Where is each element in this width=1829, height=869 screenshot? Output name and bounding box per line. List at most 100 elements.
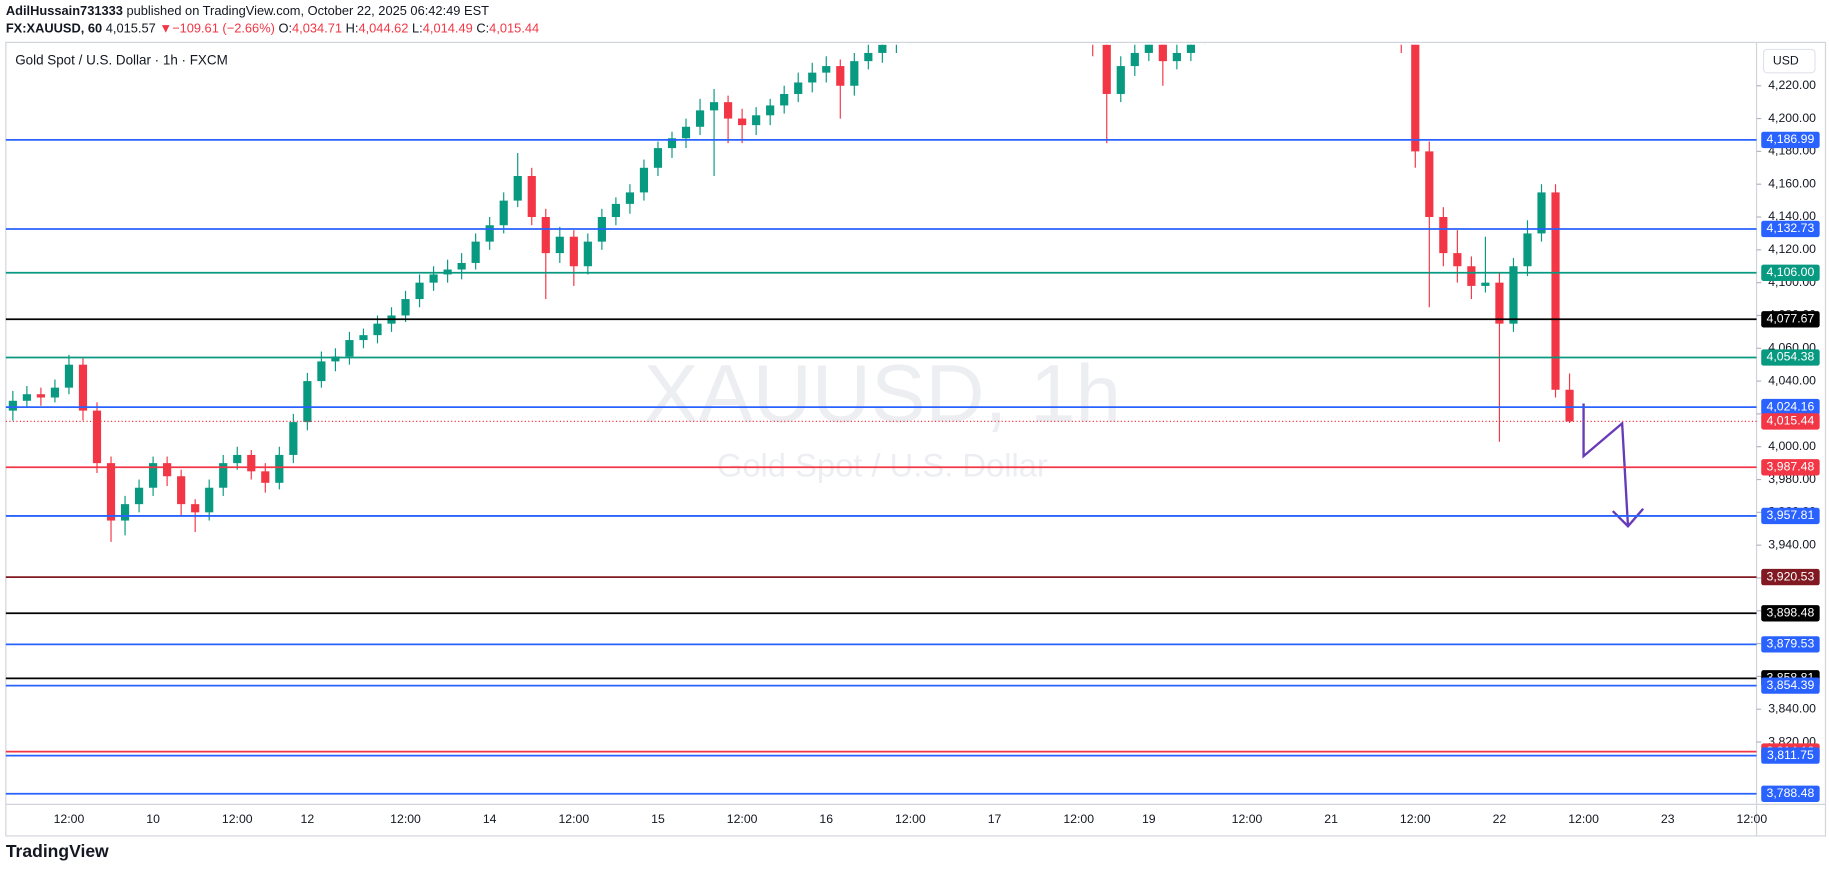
candle-body	[1509, 266, 1518, 324]
candle-body	[191, 504, 200, 513]
level-label-box	[1761, 636, 1820, 653]
level-label: 4,054.38	[1767, 350, 1815, 364]
candle-body	[808, 72, 817, 83]
logo: TradingView	[6, 841, 109, 861]
candle-body	[247, 454, 256, 472]
candle-body	[752, 115, 761, 126]
candle-body	[373, 323, 382, 336]
level-label-box	[1761, 220, 1820, 238]
o-value: 4,034.71	[292, 21, 342, 36]
candle-body	[134, 487, 144, 505]
candle-body	[1130, 52, 1139, 67]
x-tick-label: 10	[146, 812, 160, 826]
candle-body	[1116, 66, 1125, 94]
candle-body	[1425, 151, 1434, 218]
candle-body	[219, 463, 228, 488]
candle-body	[555, 236, 564, 254]
header-quote: FX:XAUUSD, 60 4,015.57 ▼−109.61 (−2.66%)…	[6, 21, 539, 36]
symbol: FX:XAUUSD, 60	[6, 21, 102, 36]
level-label-box	[1761, 605, 1820, 622]
x-tick-label: 12:00	[1232, 812, 1263, 826]
candle-body	[1537, 192, 1546, 234]
level-label-box	[1761, 459, 1820, 476]
candle-body	[275, 454, 284, 483]
candle-body	[92, 410, 102, 464]
level-label: 3,898.48	[1767, 606, 1815, 620]
level-label-box	[1761, 398, 1820, 416]
x-tick-label: 16	[819, 812, 833, 826]
candle-body	[415, 282, 424, 300]
watermark: XAUUSD, 1h	[644, 349, 1121, 440]
candle-body	[1186, 44, 1195, 53]
y-tick-label: 4,040.00	[1768, 373, 1816, 387]
watermark-subtitle: Gold Spot / U.S. Dollar	[717, 446, 1048, 483]
x-tick-label: 12:00	[390, 812, 421, 826]
level-label: 4,186.99	[1767, 132, 1815, 146]
level-label-box	[1761, 785, 1820, 802]
candle-body	[920, 12, 928, 28]
candle-body	[163, 463, 172, 477]
candle-body	[401, 299, 410, 316]
candle-body	[681, 126, 691, 139]
candle-body	[906, 28, 914, 36]
level-label-box	[1761, 747, 1820, 764]
candle-body	[1411, 44, 1420, 152]
candle-body	[64, 364, 74, 388]
x-tick-label: 12:00	[895, 812, 926, 826]
h-label: H:	[346, 21, 359, 36]
candle-body	[50, 387, 60, 398]
level-label: 3,811.75	[1767, 748, 1814, 762]
level-label: 4,106.00	[1767, 265, 1815, 279]
candle-body	[724, 102, 733, 119]
candle-body	[1075, 4, 1083, 20]
candle-body	[1397, 0, 1405, 37]
level-label-box	[1761, 568, 1820, 586]
candle-body	[233, 454, 242, 464]
level-label-box	[1761, 311, 1820, 328]
candle-body	[513, 175, 522, 201]
pane-frame	[5, 41, 1827, 837]
candle-body	[1523, 233, 1532, 267]
candle-body	[1467, 266, 1476, 286]
candle-body	[317, 361, 326, 382]
change-arrow: ▼	[159, 21, 172, 36]
level-label: 3,788.48	[1767, 786, 1815, 800]
candle-body	[1089, 20, 1097, 45]
candle-body	[205, 487, 214, 513]
candle-body	[625, 192, 635, 204]
candle-body	[359, 335, 368, 341]
candle-body	[892, 37, 900, 45]
candle-body	[1439, 217, 1448, 254]
level-label-box	[1761, 413, 1820, 430]
l-value: 4,014.49	[423, 21, 473, 36]
h-value: 4,044.62	[358, 21, 408, 36]
candle-body	[822, 66, 831, 73]
candle-body	[429, 274, 438, 283]
candle-body	[738, 118, 747, 126]
candle-body	[1201, 12, 1209, 37]
y-tick-label: 4,140.00	[1768, 209, 1816, 223]
level-label: 4,077.67	[1767, 312, 1815, 326]
candle-body	[667, 138, 677, 149]
y-tick-label: 4,160.00	[1768, 176, 1816, 190]
candle-body	[541, 217, 550, 254]
x-tick-label: 15	[651, 812, 665, 826]
x-tick-label: 12:00	[558, 812, 589, 826]
projection-arrow	[1582, 403, 1630, 527]
change: −109.61 (−2.66%)	[172, 21, 275, 36]
candle-body	[1551, 192, 1560, 390]
candle-body	[780, 93, 789, 106]
candle-body	[934, 0, 942, 12]
candle-body	[1215, 0, 1223, 12]
candle-body	[583, 241, 592, 267]
x-tick-label: 12:00	[727, 812, 758, 826]
level-label-box	[1761, 507, 1820, 525]
candle-body	[653, 148, 663, 168]
level-label: 3,854.39	[1767, 678, 1815, 692]
author: AdilHussain731333	[6, 3, 123, 18]
candle-body	[22, 394, 31, 401]
currency-box[interactable]	[1762, 48, 1816, 74]
level-label: 4,132.73	[1767, 221, 1815, 235]
c-label: C:	[476, 21, 489, 36]
candle-body	[878, 44, 887, 53]
